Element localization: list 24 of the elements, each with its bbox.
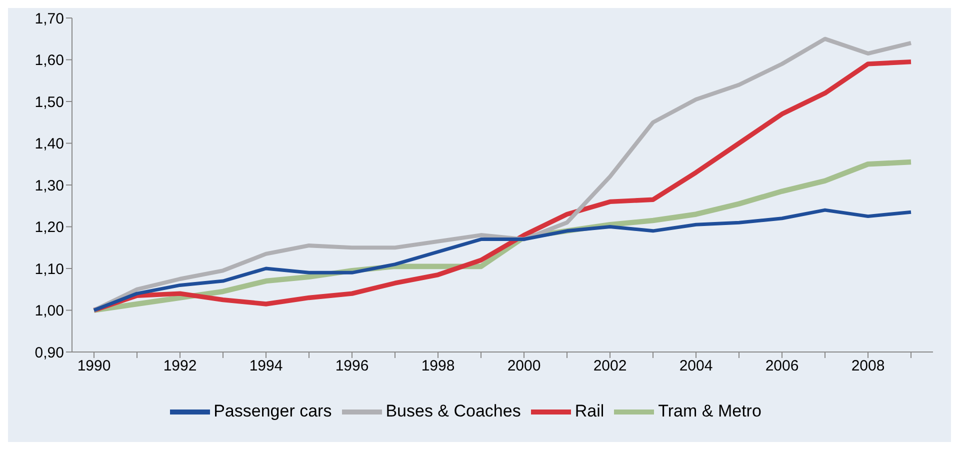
x-tick-label: 1990 — [77, 358, 111, 375]
y-tick-label: 1,10 — [34, 260, 64, 278]
y-tick-label: 1,30 — [34, 177, 64, 194]
legend-label: Tram & Metro — [658, 401, 762, 420]
x-tick-label: 2000 — [507, 358, 541, 375]
legend-label: Buses & Coaches — [386, 401, 521, 420]
y-tick-label: 1,50 — [34, 94, 64, 111]
x-tick-label: 1992 — [163, 358, 197, 375]
y-tick-label: 0,90 — [34, 344, 64, 362]
y-tick-label: 1,40 — [34, 136, 64, 153]
x-tick-label: 2006 — [765, 358, 799, 375]
legend-label: Passenger cars — [214, 401, 332, 420]
x-tick-label: 1994 — [249, 358, 283, 375]
y-tick-label: 1,60 — [34, 52, 64, 70]
y-tick-label: 1,20 — [34, 219, 64, 236]
x-tick-label: 2002 — [593, 358, 627, 375]
y-tick-label: 1,70 — [34, 10, 64, 28]
y-tick-label: 1,00 — [34, 302, 64, 320]
x-tick-label: 2008 — [851, 358, 885, 375]
x-tick-label: 1996 — [335, 358, 369, 375]
x-tick-label: 2004 — [679, 358, 713, 375]
line-series — [92, 208, 913, 312]
x-tick-label: 1998 — [421, 358, 455, 375]
legend-label: Rail — [574, 401, 604, 420]
